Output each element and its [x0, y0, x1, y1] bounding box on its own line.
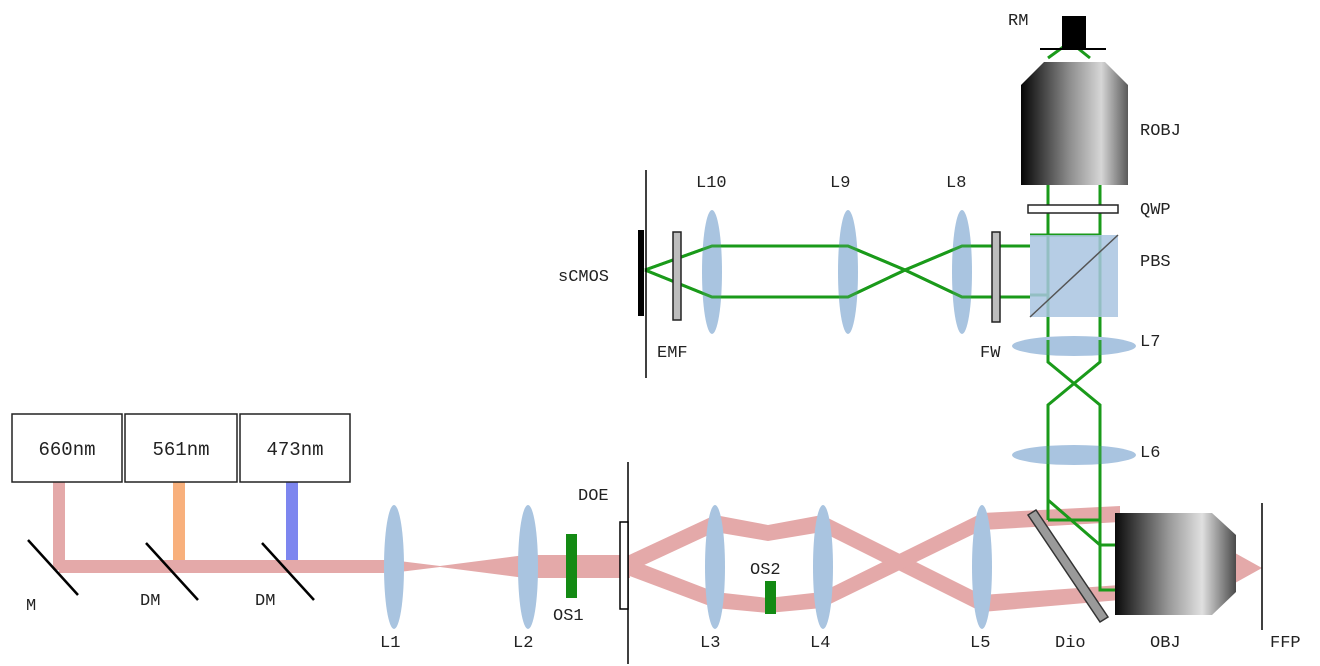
label-l7: L7: [1140, 333, 1160, 352]
label-pbs: PBS: [1140, 253, 1171, 272]
lens-l8: [952, 210, 972, 334]
beam-l5-dio-upper: [982, 506, 1120, 530]
label-emf: EMF: [657, 344, 688, 363]
label-scmos: sCMOS: [558, 268, 609, 287]
objective-obj: [1115, 513, 1236, 615]
lens-l4: [813, 505, 833, 629]
lens-l2: [518, 505, 538, 629]
doe-element: [619, 521, 629, 610]
excitation-beam: [53, 482, 1262, 613]
combined-horizontal-beam: [59, 560, 391, 573]
label-l8: L8: [946, 174, 966, 193]
label-l4: L4: [810, 634, 830, 653]
laser-561: 561nm: [124, 413, 238, 483]
label-m: M: [26, 597, 36, 616]
lens-l10: [702, 210, 722, 334]
aperture-os1: [566, 534, 577, 598]
scmos-sensor: [638, 230, 644, 316]
pbs: [1029, 234, 1119, 318]
aperture-os2: [765, 581, 776, 614]
beam-l3-l4-upper: [715, 515, 822, 541]
beam-obj-focus: [1235, 553, 1262, 583]
quarter-wave-plate: [1027, 204, 1119, 214]
laser-660-vertical-beam: [53, 482, 65, 570]
laser-660-label: 660nm: [38, 439, 95, 461]
label-os1: OS1: [553, 607, 584, 626]
filter-wheel-fw: [991, 231, 1001, 323]
dichroic-dio: [1026, 508, 1110, 624]
labels: M DM DM L1 L2 OS1 DOE L3 OS2 L4 L5 Dio O…: [26, 12, 1301, 653]
label-l1: L1: [380, 634, 400, 653]
label-qwp: QWP: [1140, 201, 1171, 220]
lens-l3: [705, 505, 725, 629]
label-robj: ROBJ: [1140, 122, 1181, 141]
label-rm: RM: [1008, 12, 1028, 31]
label-doe: DOE: [578, 487, 609, 506]
laser-473-label: 473nm: [266, 439, 323, 461]
label-os2: OS2: [750, 561, 781, 580]
label-obj: OBJ: [1150, 634, 1181, 653]
laser-561-vertical-beam: [173, 482, 185, 572]
laser-660: 660nm: [11, 413, 123, 483]
lens-l1: [384, 505, 404, 629]
beam-focus-l1-l2: [391, 555, 525, 578]
label-l9: L9: [830, 174, 850, 193]
lens-l9: [838, 210, 858, 334]
dichroic-mirror-2: [261, 542, 315, 601]
mirror-m: [27, 539, 79, 596]
label-dm-1: DM: [140, 592, 160, 611]
label-l10: L10: [696, 174, 727, 193]
label-ffp: FFP: [1270, 634, 1301, 653]
beam-l4-l5-cross-b: [822, 513, 982, 608]
label-fw: FW: [980, 344, 1001, 363]
label-dm-2: DM: [255, 592, 275, 611]
label-l3: L3: [700, 634, 720, 653]
laser-561-label: 561nm: [152, 439, 209, 461]
label-l2: L2: [513, 634, 533, 653]
lens-l6: [1012, 445, 1136, 465]
beam-l2-doe: [525, 555, 630, 578]
dichroic-mirror-1: [145, 542, 199, 601]
lenses: [384, 210, 1136, 629]
reflection-mirror-rm: [1040, 16, 1106, 50]
beam-doe-lower-order: [627, 558, 715, 608]
lens-l7: [1012, 336, 1136, 356]
laser-473: 473nm: [239, 413, 351, 483]
laser-473-vertical-beam: [286, 482, 298, 572]
reflection-objective-robj: [1021, 62, 1128, 185]
beam-doe-upper-order: [627, 515, 715, 573]
detection-path-overlay: [644, 244, 1102, 465]
label-l5: L5: [970, 634, 990, 653]
emission-filter-emf: [672, 231, 682, 321]
lens-l5: [972, 505, 992, 629]
label-dio: Dio: [1055, 634, 1086, 653]
label-l6: L6: [1140, 444, 1160, 463]
